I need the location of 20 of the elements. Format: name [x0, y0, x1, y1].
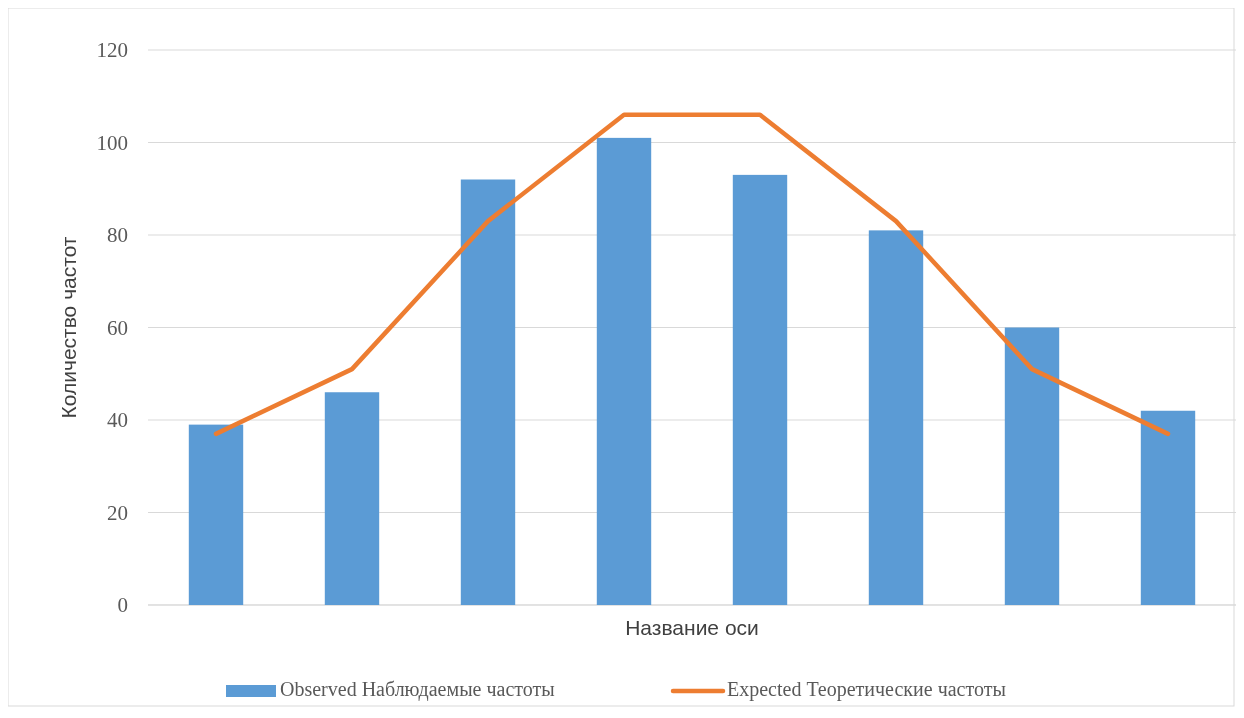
bar — [188, 424, 244, 605]
y-tick-label: 60 — [107, 315, 128, 340]
bar — [1140, 410, 1196, 605]
y-tick-label: 0 — [117, 593, 128, 618]
bar — [1004, 327, 1060, 605]
bar — [324, 392, 380, 605]
y-tick-label: 40 — [107, 408, 128, 433]
bar — [596, 137, 652, 605]
y-tick-label: 120 — [96, 38, 128, 63]
y-axis-title: Количество частот — [57, 236, 80, 419]
x-axis-title: Название оси — [625, 616, 759, 639]
legend-label: Observed Наблюдаемые частоты — [280, 678, 555, 701]
bar — [460, 179, 516, 605]
bar — [732, 174, 788, 605]
y-tick-label: 100 — [96, 130, 128, 155]
bar — [868, 230, 924, 605]
y-tick-label: 80 — [107, 223, 128, 248]
line-series — [213, 112, 1171, 437]
legend-label: Expected Теоретические частоты — [727, 678, 1006, 701]
y-tick-label: 20 — [107, 500, 128, 525]
